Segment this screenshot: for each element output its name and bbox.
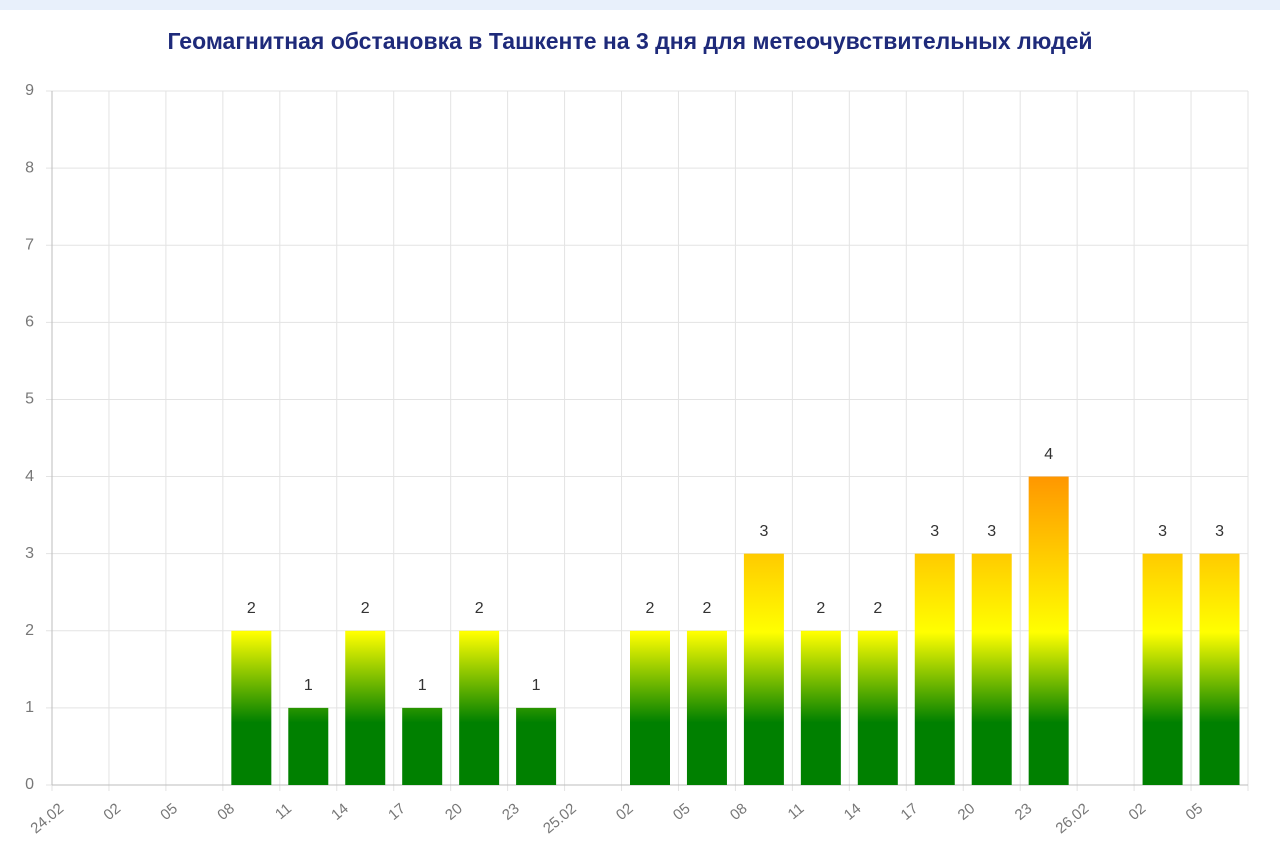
value-label: 1 <box>418 677 427 694</box>
x-tick-label: 02 <box>613 800 637 824</box>
value-label: 4 <box>1044 446 1053 463</box>
x-tick-label: 11 <box>785 800 808 823</box>
x-tick-label: 23 <box>499 800 523 824</box>
bar <box>743 553 784 785</box>
y-tick-label: 1 <box>25 699 34 716</box>
y-tick-label: 5 <box>25 391 34 408</box>
bar <box>402 707 443 785</box>
value-label: 2 <box>873 600 882 617</box>
y-tick-label: 2 <box>25 622 34 639</box>
bar <box>459 630 500 785</box>
bar <box>345 630 386 785</box>
x-tick-label: 26.02 <box>1053 800 1093 837</box>
x-tick-label: 05 <box>1182 800 1206 824</box>
bar <box>231 630 272 785</box>
y-tick-label: 0 <box>25 776 34 793</box>
value-label: 3 <box>930 523 939 540</box>
y-tick-label: 7 <box>25 236 34 253</box>
y-tick-label: 6 <box>25 314 34 331</box>
bar <box>971 553 1012 785</box>
value-label: 3 <box>759 523 768 540</box>
value-label: 2 <box>475 600 484 617</box>
value-label: 2 <box>247 600 256 617</box>
x-tick-label: 05 <box>157 800 181 824</box>
value-label: 3 <box>987 523 996 540</box>
bar <box>857 630 898 785</box>
x-tick-label: 11 <box>272 800 295 823</box>
x-tick-label: 25.02 <box>540 800 580 837</box>
bar <box>630 630 670 785</box>
value-label: 2 <box>361 600 370 617</box>
x-tick-label: 20 <box>442 800 466 824</box>
value-label: 2 <box>702 600 711 617</box>
x-tick-label: 02 <box>100 800 124 824</box>
x-tick-label: 14 <box>841 800 865 824</box>
chart-title: Геомагнитная обстановка в Ташкенте на 3 … <box>167 28 1092 54</box>
bar <box>1142 553 1183 785</box>
value-label: 3 <box>1215 523 1224 540</box>
value-label: 2 <box>646 600 655 617</box>
x-tick-label: 24.02 <box>27 800 67 837</box>
value-label: 1 <box>532 677 541 694</box>
x-tick-label: 05 <box>670 800 694 824</box>
y-tick-label: 3 <box>25 545 34 562</box>
value-label: 2 <box>816 600 825 617</box>
x-tick-label: 23 <box>1012 800 1036 824</box>
bar <box>288 707 329 785</box>
value-label: 3 <box>1158 523 1167 540</box>
x-tick-label: 17 <box>898 800 922 824</box>
x-tick-label: 08 <box>727 800 751 824</box>
value-label: 1 <box>304 677 313 694</box>
bar <box>1028 476 1069 785</box>
x-tick-label: 08 <box>214 800 238 824</box>
x-tick-label: 20 <box>955 800 979 824</box>
top-strip <box>0 0 1280 10</box>
y-tick-label: 4 <box>25 468 34 485</box>
x-tick-label: 14 <box>328 800 352 824</box>
x-tick-label: 02 <box>1126 800 1150 824</box>
x-tick-label: 17 <box>385 800 409 824</box>
bar <box>800 630 841 785</box>
y-tick-label: 8 <box>25 159 34 176</box>
y-tick-label: 9 <box>25 82 34 99</box>
bar <box>686 630 727 785</box>
bar <box>1199 553 1240 785</box>
bar <box>516 707 557 785</box>
bar <box>914 553 955 785</box>
